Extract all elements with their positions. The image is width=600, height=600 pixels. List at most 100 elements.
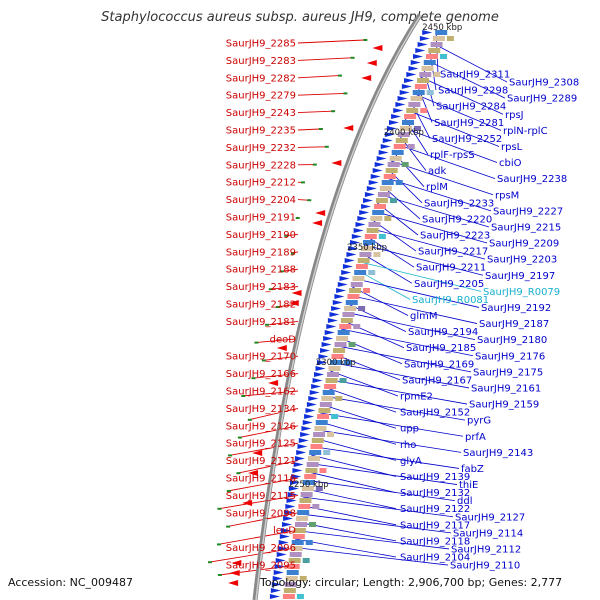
forward-gene-arrow <box>339 276 350 281</box>
leader-line <box>227 477 299 492</box>
leader-line <box>332 362 470 389</box>
forward-gene-arrow <box>357 216 368 221</box>
forward-gene-arrow <box>336 288 347 293</box>
gene-label-right: prfA <box>465 432 486 443</box>
annotation-block <box>421 66 434 71</box>
gene-label-right: SaurJH9_2223 <box>420 231 490 242</box>
gene-label-right: SaurJH9_2209 <box>489 239 559 250</box>
forward-gene-arrow <box>419 36 430 41</box>
leader-line <box>356 269 411 300</box>
forward-gene-arrow <box>309 390 320 395</box>
gene-label-right: SaurJH9_2211 <box>416 263 486 274</box>
annotation-block <box>353 324 361 329</box>
leader-line <box>385 177 492 212</box>
leader-line <box>354 278 480 308</box>
annotation-block <box>310 444 323 449</box>
gene-label-right: rplF-rpsS <box>430 150 475 161</box>
gene-label-right: SaurJH9_2117 <box>400 520 470 531</box>
forward-gene-arrow <box>306 402 317 407</box>
scale-tick-label: 2450 kbp <box>422 23 462 33</box>
scale-ticks: 2450 kbp 2400 kbp 2350 kbp 2300 kbp 2250 kbp <box>289 23 463 490</box>
annotation-block <box>339 378 347 383</box>
gene-label-right: SaurJH9_2238 <box>497 174 567 185</box>
annotation-block <box>404 114 417 119</box>
gene-label-left: leuD <box>273 526 296 537</box>
leader-line <box>309 463 458 485</box>
leader-line <box>238 425 299 439</box>
annotation-block <box>393 144 406 149</box>
leader-line <box>297 92 345 96</box>
gene-label-right: rpmE2 <box>400 392 433 403</box>
annotation-block <box>377 192 390 197</box>
leader-line <box>269 286 299 290</box>
annotation-block <box>383 174 396 179</box>
annotation-block <box>336 336 349 341</box>
leader-line <box>228 442 299 456</box>
reverse-gene-arrow <box>276 345 287 351</box>
annotation-block <box>370 216 383 221</box>
gene-label-right: SaurJH9_2215 <box>491 222 561 233</box>
gene-marker <box>331 110 336 113</box>
forward-gene-arrow <box>287 492 298 497</box>
gene-marker <box>217 507 222 510</box>
leader-line <box>336 345 472 373</box>
reverse-gene-arrow <box>228 580 239 586</box>
gene-marker <box>241 395 246 397</box>
annotation-block <box>433 72 441 77</box>
forward-gene-arrow <box>300 432 311 437</box>
gene-marker <box>307 199 312 202</box>
annotation-block <box>379 186 392 191</box>
forward-gene-arrow <box>397 96 408 101</box>
forward-gene-arrow <box>276 552 287 557</box>
forward-gene-arrow <box>283 516 294 521</box>
scale-tick-label: 2350 kbp <box>347 243 387 253</box>
forward-gene-arrow <box>374 162 385 167</box>
leader-line <box>349 295 478 324</box>
annotation-block <box>446 36 454 41</box>
scale-tick-label: 2300 kbp <box>316 358 356 368</box>
forward-gene-arrow <box>302 420 313 425</box>
annotation-block <box>357 258 370 263</box>
forward-gene-arrow <box>406 72 417 77</box>
reverse-gene-arrow <box>372 45 383 51</box>
gene-label-right: SaurJH9_2194 <box>408 327 478 338</box>
leader-line <box>340 328 474 357</box>
gene-label-right: SaurJH9_2187 <box>479 319 549 330</box>
gene-label-left: SaurJH9_2189 <box>226 247 296 258</box>
forward-gene-arrow <box>286 498 297 503</box>
gene-marker <box>207 561 212 564</box>
annotation-block <box>324 384 337 389</box>
forward-gene-arrow <box>329 312 340 317</box>
gene-label-left: SaurJH9_2116 <box>226 474 296 485</box>
forward-gene-arrow <box>378 150 389 155</box>
gene-marker <box>279 270 284 273</box>
gene-label-right: SaurJH9_2175 <box>473 367 543 378</box>
gene-label-left: SaurJH9_2115 <box>226 491 296 502</box>
annotation-block <box>420 108 428 113</box>
gene-label-right: rpsJ <box>505 110 524 121</box>
gene-marker <box>216 543 221 546</box>
annotation-block <box>297 510 310 515</box>
annotation-block <box>290 546 303 551</box>
annotation-block <box>419 72 432 77</box>
annotation-block <box>335 396 343 401</box>
leader-line <box>320 412 464 437</box>
annotation-block <box>399 126 412 131</box>
forward-gene-arrow <box>359 210 370 215</box>
annotation-block <box>319 468 327 473</box>
leader-line <box>326 387 397 413</box>
gene-label-left: SaurJH9_2095 <box>226 561 296 572</box>
gene-label-left: SaurJH9_2283 <box>226 56 296 67</box>
forward-gene-arrow <box>346 252 357 257</box>
forward-gene-arrow <box>376 156 387 161</box>
leader-line <box>297 75 339 79</box>
annotation-block <box>381 180 394 185</box>
gene-label-right: SaurJH9_2298 <box>438 86 508 97</box>
gene-label-right: thiE <box>459 480 478 491</box>
gene-marker <box>312 163 317 166</box>
forward-gene-arrow <box>315 366 326 371</box>
forward-gene-arrow <box>274 564 285 569</box>
forward-gene-arrow <box>410 60 421 65</box>
annotation-block <box>304 474 317 479</box>
annotation-block <box>378 234 386 239</box>
